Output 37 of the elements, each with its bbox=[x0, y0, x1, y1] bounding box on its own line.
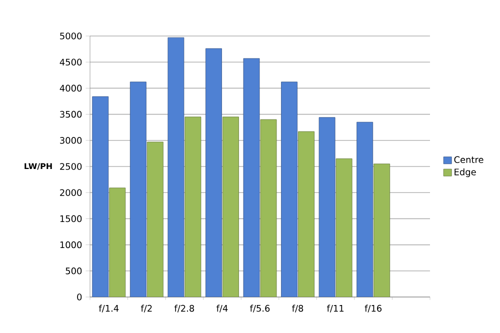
x-tick-label: f/5.6 bbox=[250, 304, 270, 312]
y-tick-label: 4500 bbox=[60, 58, 82, 66]
x-tick-label: f/8 bbox=[292, 304, 304, 312]
y-tick-label: 4000 bbox=[60, 84, 82, 92]
y-tick-label: 5000 bbox=[60, 32, 82, 40]
bar bbox=[243, 58, 260, 297]
x-tick-label: f/2 bbox=[140, 304, 152, 312]
x-tick-label: f/2.8 bbox=[174, 304, 194, 312]
x-tick-label: f/16 bbox=[364, 304, 382, 312]
bar bbox=[374, 164, 390, 297]
y-tick-label: 1500 bbox=[60, 215, 82, 222]
bar bbox=[130, 82, 146, 297]
bar bbox=[146, 142, 164, 297]
bar bbox=[168, 37, 184, 297]
bar bbox=[260, 119, 277, 297]
bar bbox=[222, 116, 239, 297]
y-tick-label: 1000 bbox=[60, 241, 82, 248]
legend-label: Edge bbox=[454, 168, 476, 178]
bar bbox=[281, 82, 298, 297]
y-tick-label: 500 bbox=[66, 268, 82, 274]
x-tick-label: f/4 bbox=[216, 304, 228, 312]
bar bbox=[356, 122, 374, 297]
bar bbox=[298, 131, 314, 297]
bar bbox=[184, 116, 202, 297]
bar bbox=[92, 96, 109, 297]
bar bbox=[109, 188, 126, 297]
x-tick-label: f/11 bbox=[326, 304, 344, 312]
x-tick-label: f/1.4 bbox=[98, 304, 119, 312]
y-tick-label: 0 bbox=[77, 294, 82, 300]
y-tick-label: 2500 bbox=[60, 163, 82, 170]
y-tick-label: 3000 bbox=[60, 137, 82, 144]
bar bbox=[336, 158, 352, 297]
y-tick-label: 2000 bbox=[60, 189, 82, 196]
bar bbox=[318, 117, 336, 297]
bar bbox=[206, 48, 222, 297]
y-tick-label: 3500 bbox=[60, 110, 82, 118]
legend-label: Centre bbox=[454, 156, 484, 164]
